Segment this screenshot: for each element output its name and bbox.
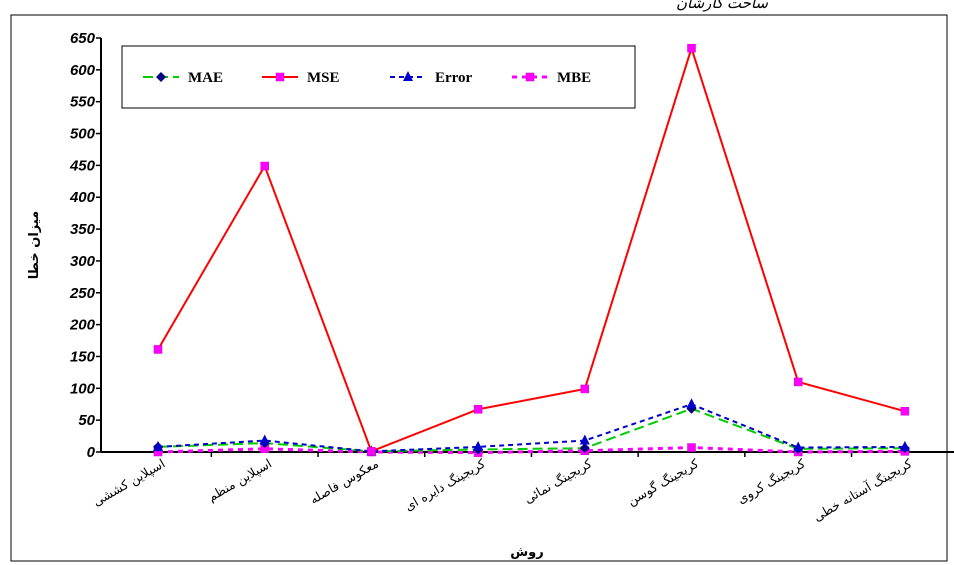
series-line-mae [157,407,905,453]
x-category-label: کریجینگ کروی [735,456,809,508]
y-axis-title: میزان خطا [27,211,42,279]
y-tick-label: 150 [70,348,96,365]
y-tick-label: 400 [69,189,96,206]
y-tick-label: 550 [70,94,96,111]
data-point-error [473,440,484,451]
series-line-mse [157,44,906,453]
data-point-mse [260,161,269,171]
data-point-mse [473,405,483,414]
legend-label-error: Error [435,70,473,86]
data-point-mse [153,345,163,354]
data-point-error [153,440,163,451]
data-point-mse [687,43,696,53]
legend-label-mbe: MBE [557,70,591,86]
data-point-error [686,398,697,409]
legend-marker-mse [275,72,285,82]
y-tick-label: 600 [70,62,96,79]
data-point-error [259,434,270,445]
y-tick-label: 200 [69,317,96,334]
legend-marker-mbe [525,72,535,82]
y-tick-label: 350 [70,221,96,238]
chart-frame [10,14,948,562]
data-point-mae [579,443,590,454]
data-point-error [899,440,910,451]
data-point-mse [580,384,590,394]
legend-label-mse: MSE [307,70,340,86]
page-header-text: ساحت کارشان [676,0,768,12]
x-category-label: کریجینگ دایره ای [402,456,488,515]
x-axis-title: روش [510,545,544,560]
series-line-mbe [157,446,905,455]
plot-area: 0 50 100 150 200 250 300 350 400 450 500 550 600 650 ا… [27,30,954,560]
x-category-label: کریجینگ گوسن [625,456,702,510]
x-category-label: کریجینگ آستانه خطی [811,456,915,525]
y-tick-label: 500 [70,126,96,143]
legend-marker-error [403,71,413,81]
data-point-mse [367,447,376,456]
data-point-mse [793,377,803,387]
y-tick-label: 250 [69,285,96,302]
legend-label-mae: MAE [188,70,223,86]
x-category-label: اسپلاین کششی [90,456,168,510]
legend-marker-mae [156,72,166,82]
y-tick-label: 50 [78,412,95,429]
data-point-mbe [687,443,696,452]
y-tick-label: 0 [87,444,96,461]
legend: MAE MSE Error MBE [121,45,636,109]
y-tick-label: 650 [70,30,96,47]
y-tick-label: 100 [70,380,96,397]
data-point-mse [900,406,910,416]
y-tick-label: 450 [69,157,96,174]
legend-box [121,45,636,109]
data-point-error [579,434,590,445]
x-category-label: کریجینگ نمائی [521,456,594,508]
x-category-label: اسپلاین منظم [205,456,275,505]
y-tick-label: 300 [70,253,96,270]
x-category-label: معکوس فاصله [307,456,381,508]
data-point-error [793,441,804,452]
